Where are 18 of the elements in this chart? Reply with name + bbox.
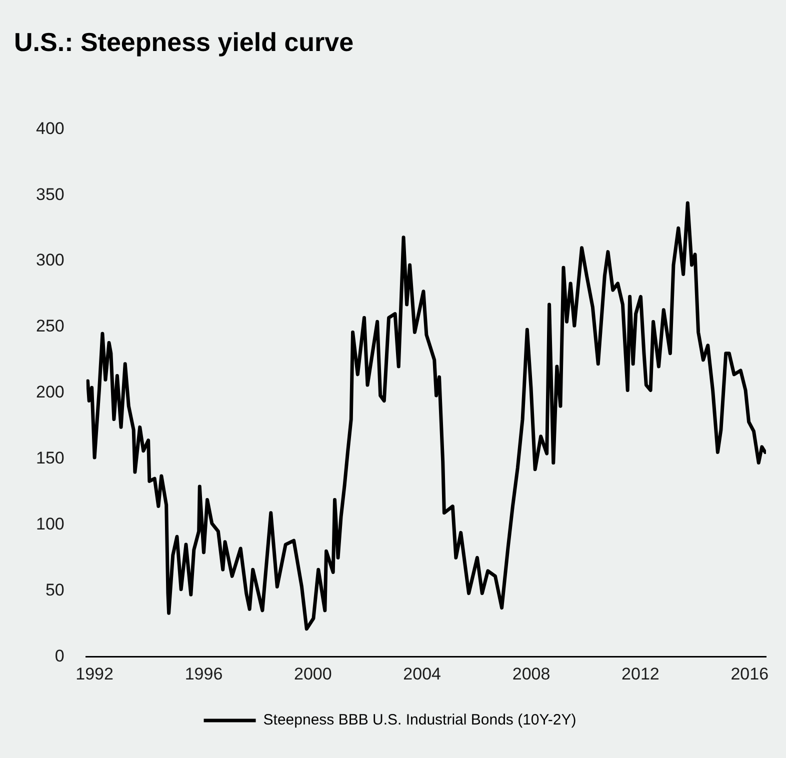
y-tick-label: 400 — [36, 118, 64, 138]
x-tick-label: 1992 — [76, 664, 114, 684]
x-tick-label: 2016 — [730, 664, 769, 684]
x-tick-label: 2012 — [622, 664, 660, 684]
x-tick-label: 2008 — [512, 664, 550, 684]
chart-title: U.S.: Steepness yield curve — [14, 26, 354, 57]
y-tick-label: 150 — [36, 448, 64, 468]
legend-label: Steepness BBB U.S. Industrial Bonds (10Y-2Y) — [263, 712, 576, 729]
x-tick-label: 1996 — [184, 664, 223, 684]
y-tick-label: 300 — [36, 250, 64, 270]
x-tick-label: 2004 — [403, 664, 441, 684]
y-tick-label: 250 — [36, 316, 64, 336]
y-tick-label: 0 — [54, 646, 64, 666]
y-tick-label: 50 — [45, 580, 64, 600]
y-tick-label: 100 — [36, 514, 64, 534]
y-tick-label: 200 — [36, 382, 64, 402]
x-tick-label: 2000 — [294, 664, 332, 684]
y-tick-label: 350 — [36, 184, 64, 204]
